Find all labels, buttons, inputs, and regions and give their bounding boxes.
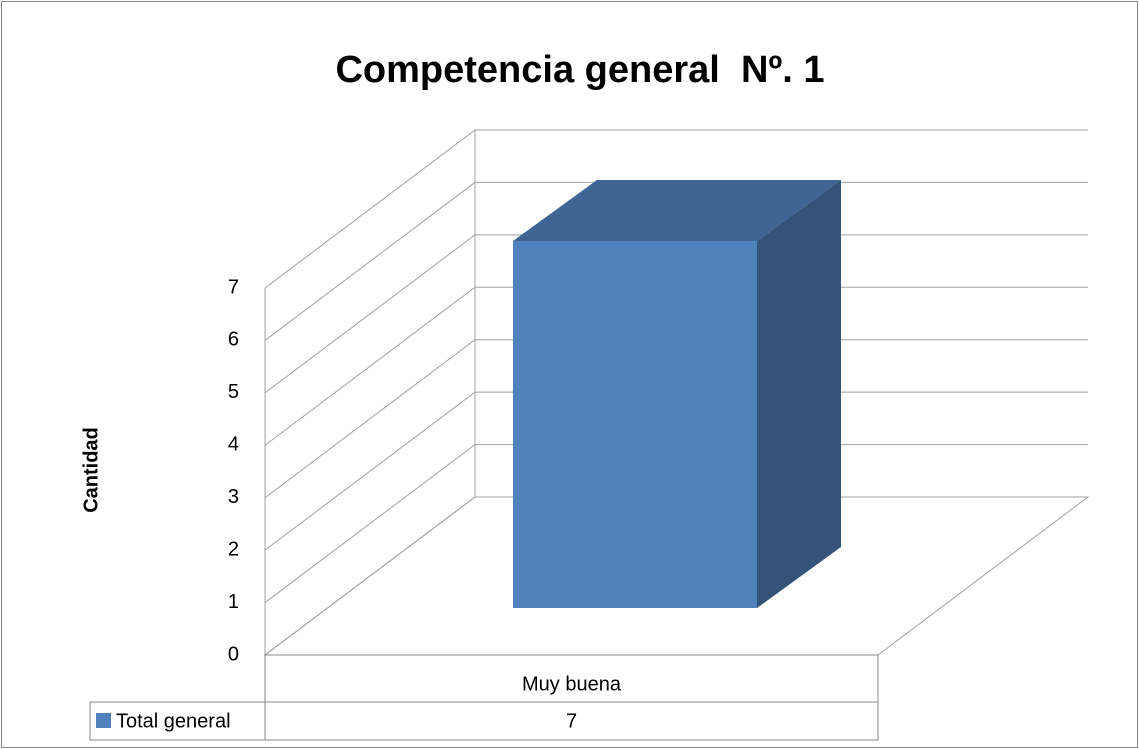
chart-title: Competencia general Nº. 1 <box>335 49 824 91</box>
table-value: 7 <box>566 710 577 732</box>
bar-top <box>513 180 841 241</box>
y-tick-label: 7 <box>228 276 239 298</box>
grid-line <box>264 234 1088 394</box>
y-tick-label: 5 <box>228 381 239 403</box>
grid-line <box>264 181 1088 341</box>
y-tick-label: 3 <box>228 486 239 508</box>
grid-line <box>264 496 1088 656</box>
y-tick-label: 6 <box>228 329 239 351</box>
bar <box>513 241 757 608</box>
legend-label: Total general <box>116 710 231 732</box>
grid-line <box>264 286 1088 446</box>
y-tick-label: 0 <box>228 643 239 665</box>
grid-line <box>264 391 1088 551</box>
bar-side <box>757 180 841 608</box>
grid-line <box>264 339 1088 499</box>
grid-line <box>264 444 1088 603</box>
y-axis-label: Cantidad <box>80 427 102 513</box>
grid-line <box>264 129 1088 289</box>
y-tick-label: 2 <box>228 538 239 560</box>
legend-swatch <box>96 713 111 728</box>
y-tick-label: 4 <box>228 434 239 456</box>
table-border <box>89 701 879 741</box>
y-tick-label: 1 <box>228 591 239 613</box>
x-tick-label: Muy buena <box>522 673 622 695</box>
